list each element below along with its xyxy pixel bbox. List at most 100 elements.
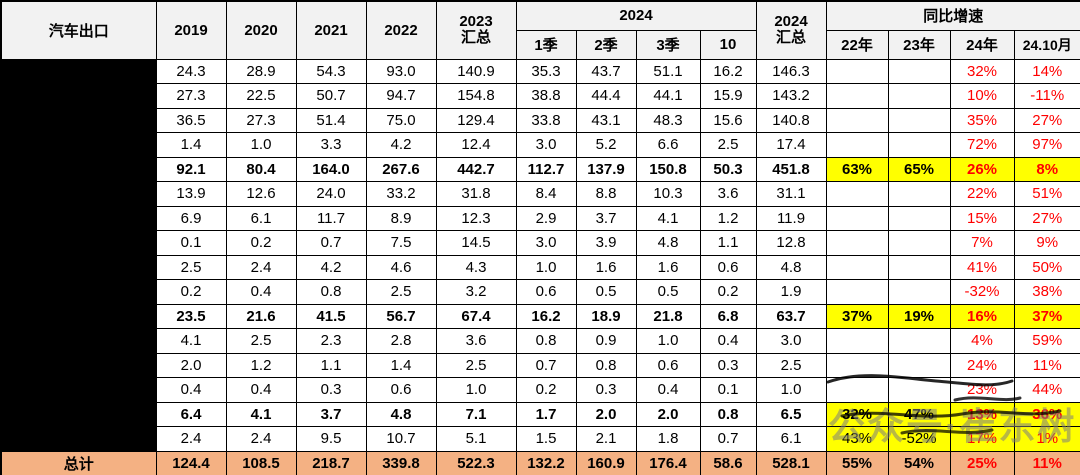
- col-header-2019: 2019: [155, 0, 227, 60]
- growth-cell: 35%: [949, 107, 1015, 133]
- group-header-growth: 同比增速: [825, 0, 1080, 31]
- value-cell: 2.4: [225, 426, 297, 452]
- row-label-redacted: [0, 401, 157, 427]
- value-cell: 31.1: [755, 181, 827, 207]
- growth-cell: -52%: [887, 426, 951, 452]
- value-cell: 80.4: [225, 156, 297, 182]
- growth-cell: 47%: [887, 401, 951, 427]
- table-row: 24.3 28.9 54.3 93.0 140.9 35.3 43.7 51.1 16.2 146…: [0, 58, 1080, 84]
- growth-cell: 97%: [1013, 132, 1080, 158]
- growth-cell: 43%: [825, 426, 889, 452]
- value-cell: 0.2: [515, 377, 577, 403]
- table-row: 2.5 2.4 4.2 4.6 4.3 1.0 1.6 1.6 0.6 4.8 41% 50%: [0, 254, 1080, 280]
- value-cell: 4.1: [155, 328, 227, 354]
- value-cell: 12.6: [225, 181, 297, 207]
- table-row: 36.5 27.3 51.4 75.0 129.4 33.8 43.1 48.3 15.6 140…: [0, 107, 1080, 133]
- value-cell: 2.0: [635, 401, 701, 427]
- row-label-redacted: [0, 205, 157, 231]
- growth-cell: [887, 352, 951, 378]
- growth-cell: 51%: [1013, 181, 1080, 207]
- growth-cell: -32%: [949, 279, 1015, 305]
- growth-cell: [825, 377, 889, 403]
- corner-header: 汽车出口: [0, 0, 157, 60]
- value-cell: 3.0: [515, 132, 577, 158]
- value-cell: 0.4: [699, 328, 757, 354]
- col-header-2023-total: 2023 汇总: [435, 0, 517, 60]
- value-cell: 112.7: [515, 156, 577, 182]
- value-cell: 2.4: [225, 254, 297, 280]
- total-growth-cell: 55%: [825, 450, 889, 475]
- value-cell: 0.4: [155, 377, 227, 403]
- value-cell: 154.8: [435, 83, 517, 109]
- value-cell: 0.7: [515, 352, 577, 378]
- table-row: 1.4 1.0 3.3 4.2 12.4 3.0 5.2 6.6 2.5 17.4 72% 97%: [0, 132, 1080, 158]
- value-cell: 137.9: [575, 156, 637, 182]
- total-value-cell: 522.3: [435, 450, 517, 475]
- row-label-redacted: [0, 254, 157, 280]
- total-row: 总计 124.4 108.5 218.7 339.8 522.3 132.2 160.9 176…: [0, 450, 1080, 475]
- total-value-cell: 176.4: [635, 450, 701, 475]
- value-cell: 1.5: [515, 426, 577, 452]
- value-cell: 1.4: [365, 352, 437, 378]
- value-cell: 4.1: [635, 205, 701, 231]
- value-cell: 143.2: [755, 83, 827, 109]
- value-cell: 1.0: [515, 254, 577, 280]
- value-cell: 1.0: [755, 377, 827, 403]
- value-cell: 2.5: [435, 352, 517, 378]
- value-cell: 16.2: [515, 303, 577, 329]
- value-cell: 1.2: [699, 205, 757, 231]
- value-cell: 12.4: [435, 132, 517, 158]
- growth-cell: [887, 328, 951, 354]
- table-row: 6.4 4.1 3.7 4.8 7.1 1.7 2.0 2.0 0.8 6.5 32% 47% 13% 3…: [0, 401, 1080, 427]
- value-cell: 11.7: [295, 205, 367, 231]
- row-label-redacted: [0, 83, 157, 109]
- value-cell: 0.4: [635, 377, 701, 403]
- row-label-redacted: [0, 230, 157, 256]
- growth-cell: 16%: [949, 303, 1015, 329]
- value-cell: 10.3: [635, 181, 701, 207]
- growth-cell: [887, 230, 951, 256]
- row-label-redacted: [0, 352, 157, 378]
- growth-cell: [825, 279, 889, 305]
- value-cell: 5.2: [575, 132, 637, 158]
- growth-cell: 36%: [1013, 401, 1080, 427]
- total-growth-cell: 54%: [887, 450, 951, 475]
- value-cell: 31.8: [435, 181, 517, 207]
- table-row: 2.4 2.4 9.5 10.7 5.1 1.5 2.1 1.8 0.7 6.1 43% -52% 17…: [0, 426, 1080, 452]
- value-cell: 0.4: [225, 377, 297, 403]
- col-header-q2: 2季: [575, 29, 637, 60]
- value-cell: 27.3: [155, 83, 227, 109]
- value-cell: 8.4: [515, 181, 577, 207]
- growth-cell: [887, 132, 951, 158]
- value-cell: 1.7: [515, 401, 577, 427]
- value-cell: 6.1: [225, 205, 297, 231]
- value-cell: 0.6: [515, 279, 577, 305]
- value-cell: 6.9: [155, 205, 227, 231]
- growth-cell: [825, 107, 889, 133]
- col-header-2021: 2021: [295, 0, 367, 60]
- value-cell: 3.6: [699, 181, 757, 207]
- growth-cell: 27%: [1013, 205, 1080, 231]
- value-cell: 41.5: [295, 303, 367, 329]
- growth-cell: [825, 352, 889, 378]
- growth-cell: 15%: [949, 205, 1015, 231]
- growth-cell: 72%: [949, 132, 1015, 158]
- value-cell: 13.9: [155, 181, 227, 207]
- growth-cell: [887, 254, 951, 280]
- value-cell: 75.0: [365, 107, 437, 133]
- growth-cell: 50%: [1013, 254, 1080, 280]
- table-row: 0.4 0.4 0.3 0.6 1.0 0.2 0.3 0.4 0.1 1.0 23% 44%: [0, 377, 1080, 403]
- total-value-cell: 124.4: [155, 450, 227, 475]
- row-label-redacted: [0, 377, 157, 403]
- value-cell: 9.5: [295, 426, 367, 452]
- col-header-2024-total: 2024 汇总: [755, 0, 827, 60]
- growth-cell: 37%: [825, 303, 889, 329]
- col-header-2020: 2020: [225, 0, 297, 60]
- value-cell: 18.9: [575, 303, 637, 329]
- total-growth-cell: 25%: [949, 450, 1015, 475]
- value-cell: 0.8: [515, 328, 577, 354]
- table-row: 92.1 80.4 164.0 267.6 442.7 112.7 137.9 150.8 50…: [0, 156, 1080, 182]
- growth-cell: [887, 279, 951, 305]
- value-cell: 0.3: [575, 377, 637, 403]
- row-label-redacted: [0, 156, 157, 182]
